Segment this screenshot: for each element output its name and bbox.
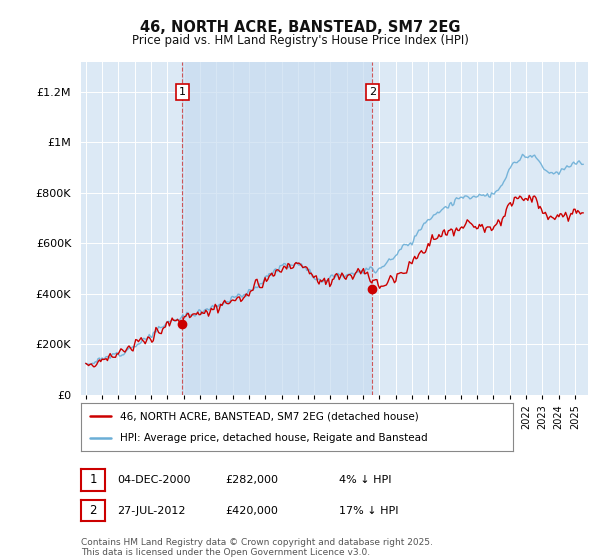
- Text: 46, NORTH ACRE, BANSTEAD, SM7 2EG (detached house): 46, NORTH ACRE, BANSTEAD, SM7 2EG (detac…: [120, 411, 419, 421]
- Bar: [182, 62, 373, 395]
- Text: 27-JUL-2012: 27-JUL-2012: [117, 506, 185, 516]
- Text: 1: 1: [89, 473, 97, 487]
- Text: £420,000: £420,000: [225, 506, 278, 516]
- Text: £282,000: £282,000: [225, 475, 278, 485]
- Text: Contains HM Land Registry data © Crown copyright and database right 2025.
This d: Contains HM Land Registry data © Crown c…: [81, 538, 433, 557]
- Text: 4% ↓ HPI: 4% ↓ HPI: [339, 475, 391, 485]
- Text: Price paid vs. HM Land Registry's House Price Index (HPI): Price paid vs. HM Land Registry's House …: [131, 34, 469, 46]
- Text: 2: 2: [89, 504, 97, 517]
- Text: 04-DEC-2000: 04-DEC-2000: [117, 475, 191, 485]
- Text: 1: 1: [179, 87, 186, 97]
- Text: 17% ↓ HPI: 17% ↓ HPI: [339, 506, 398, 516]
- Text: 2: 2: [369, 87, 376, 97]
- Text: 46, NORTH ACRE, BANSTEAD, SM7 2EG: 46, NORTH ACRE, BANSTEAD, SM7 2EG: [140, 20, 460, 35]
- Text: HPI: Average price, detached house, Reigate and Banstead: HPI: Average price, detached house, Reig…: [120, 433, 428, 443]
